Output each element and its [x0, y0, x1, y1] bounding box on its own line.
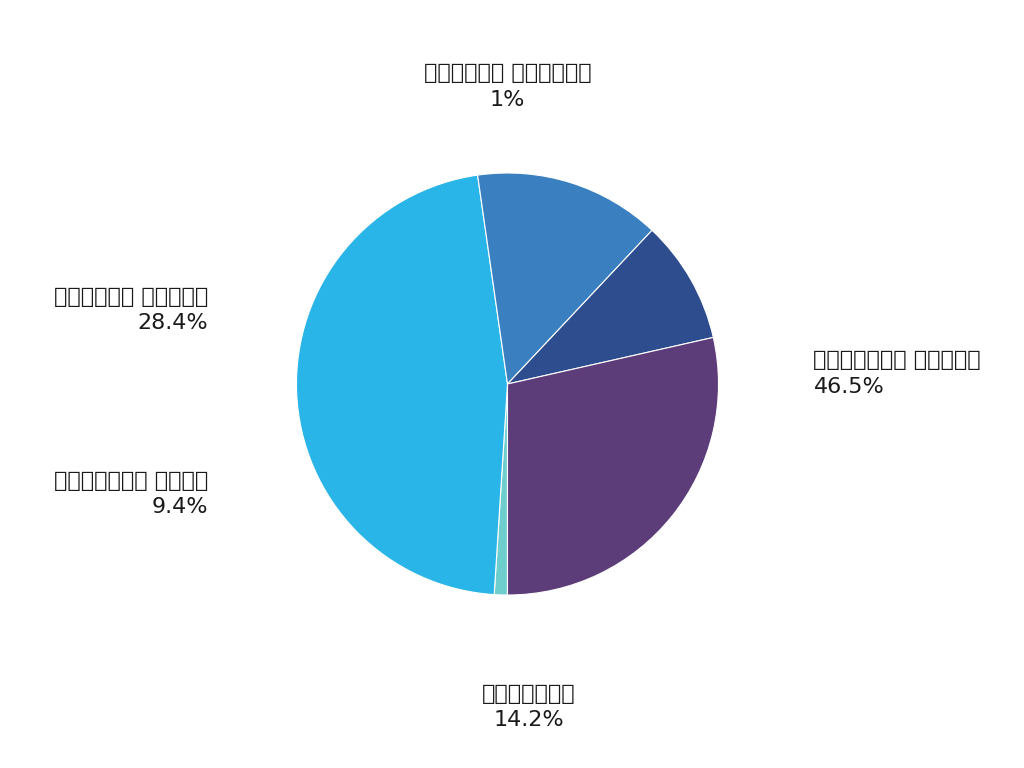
Wedge shape	[508, 337, 719, 595]
Text: കഞ്ചാവ് ഭാംഗ്
46.5%: കഞ്ചാവ് ഭാംഗ് 46.5%	[813, 350, 981, 396]
Wedge shape	[495, 384, 508, 595]
Wedge shape	[297, 175, 508, 594]
Wedge shape	[477, 173, 652, 384]
Wedge shape	[508, 230, 714, 384]
Text: കഞ്ചാവ് ചെടി
9.4%: കഞ്ചാവ് ചെടി 9.4%	[53, 471, 208, 517]
Text: ഹാഷിഷ് ഓയില്
28.4%: ഹാഷിഷ് ഓയില് 28.4%	[53, 287, 208, 333]
Text: കഞ്ചാവ്
14.2%: കഞ്ചാവ് 14.2%	[481, 684, 575, 730]
Text: മാജിക് മഷ്റൂം
1%: മാജിക് മഷ്റൂം 1%	[424, 63, 591, 110]
